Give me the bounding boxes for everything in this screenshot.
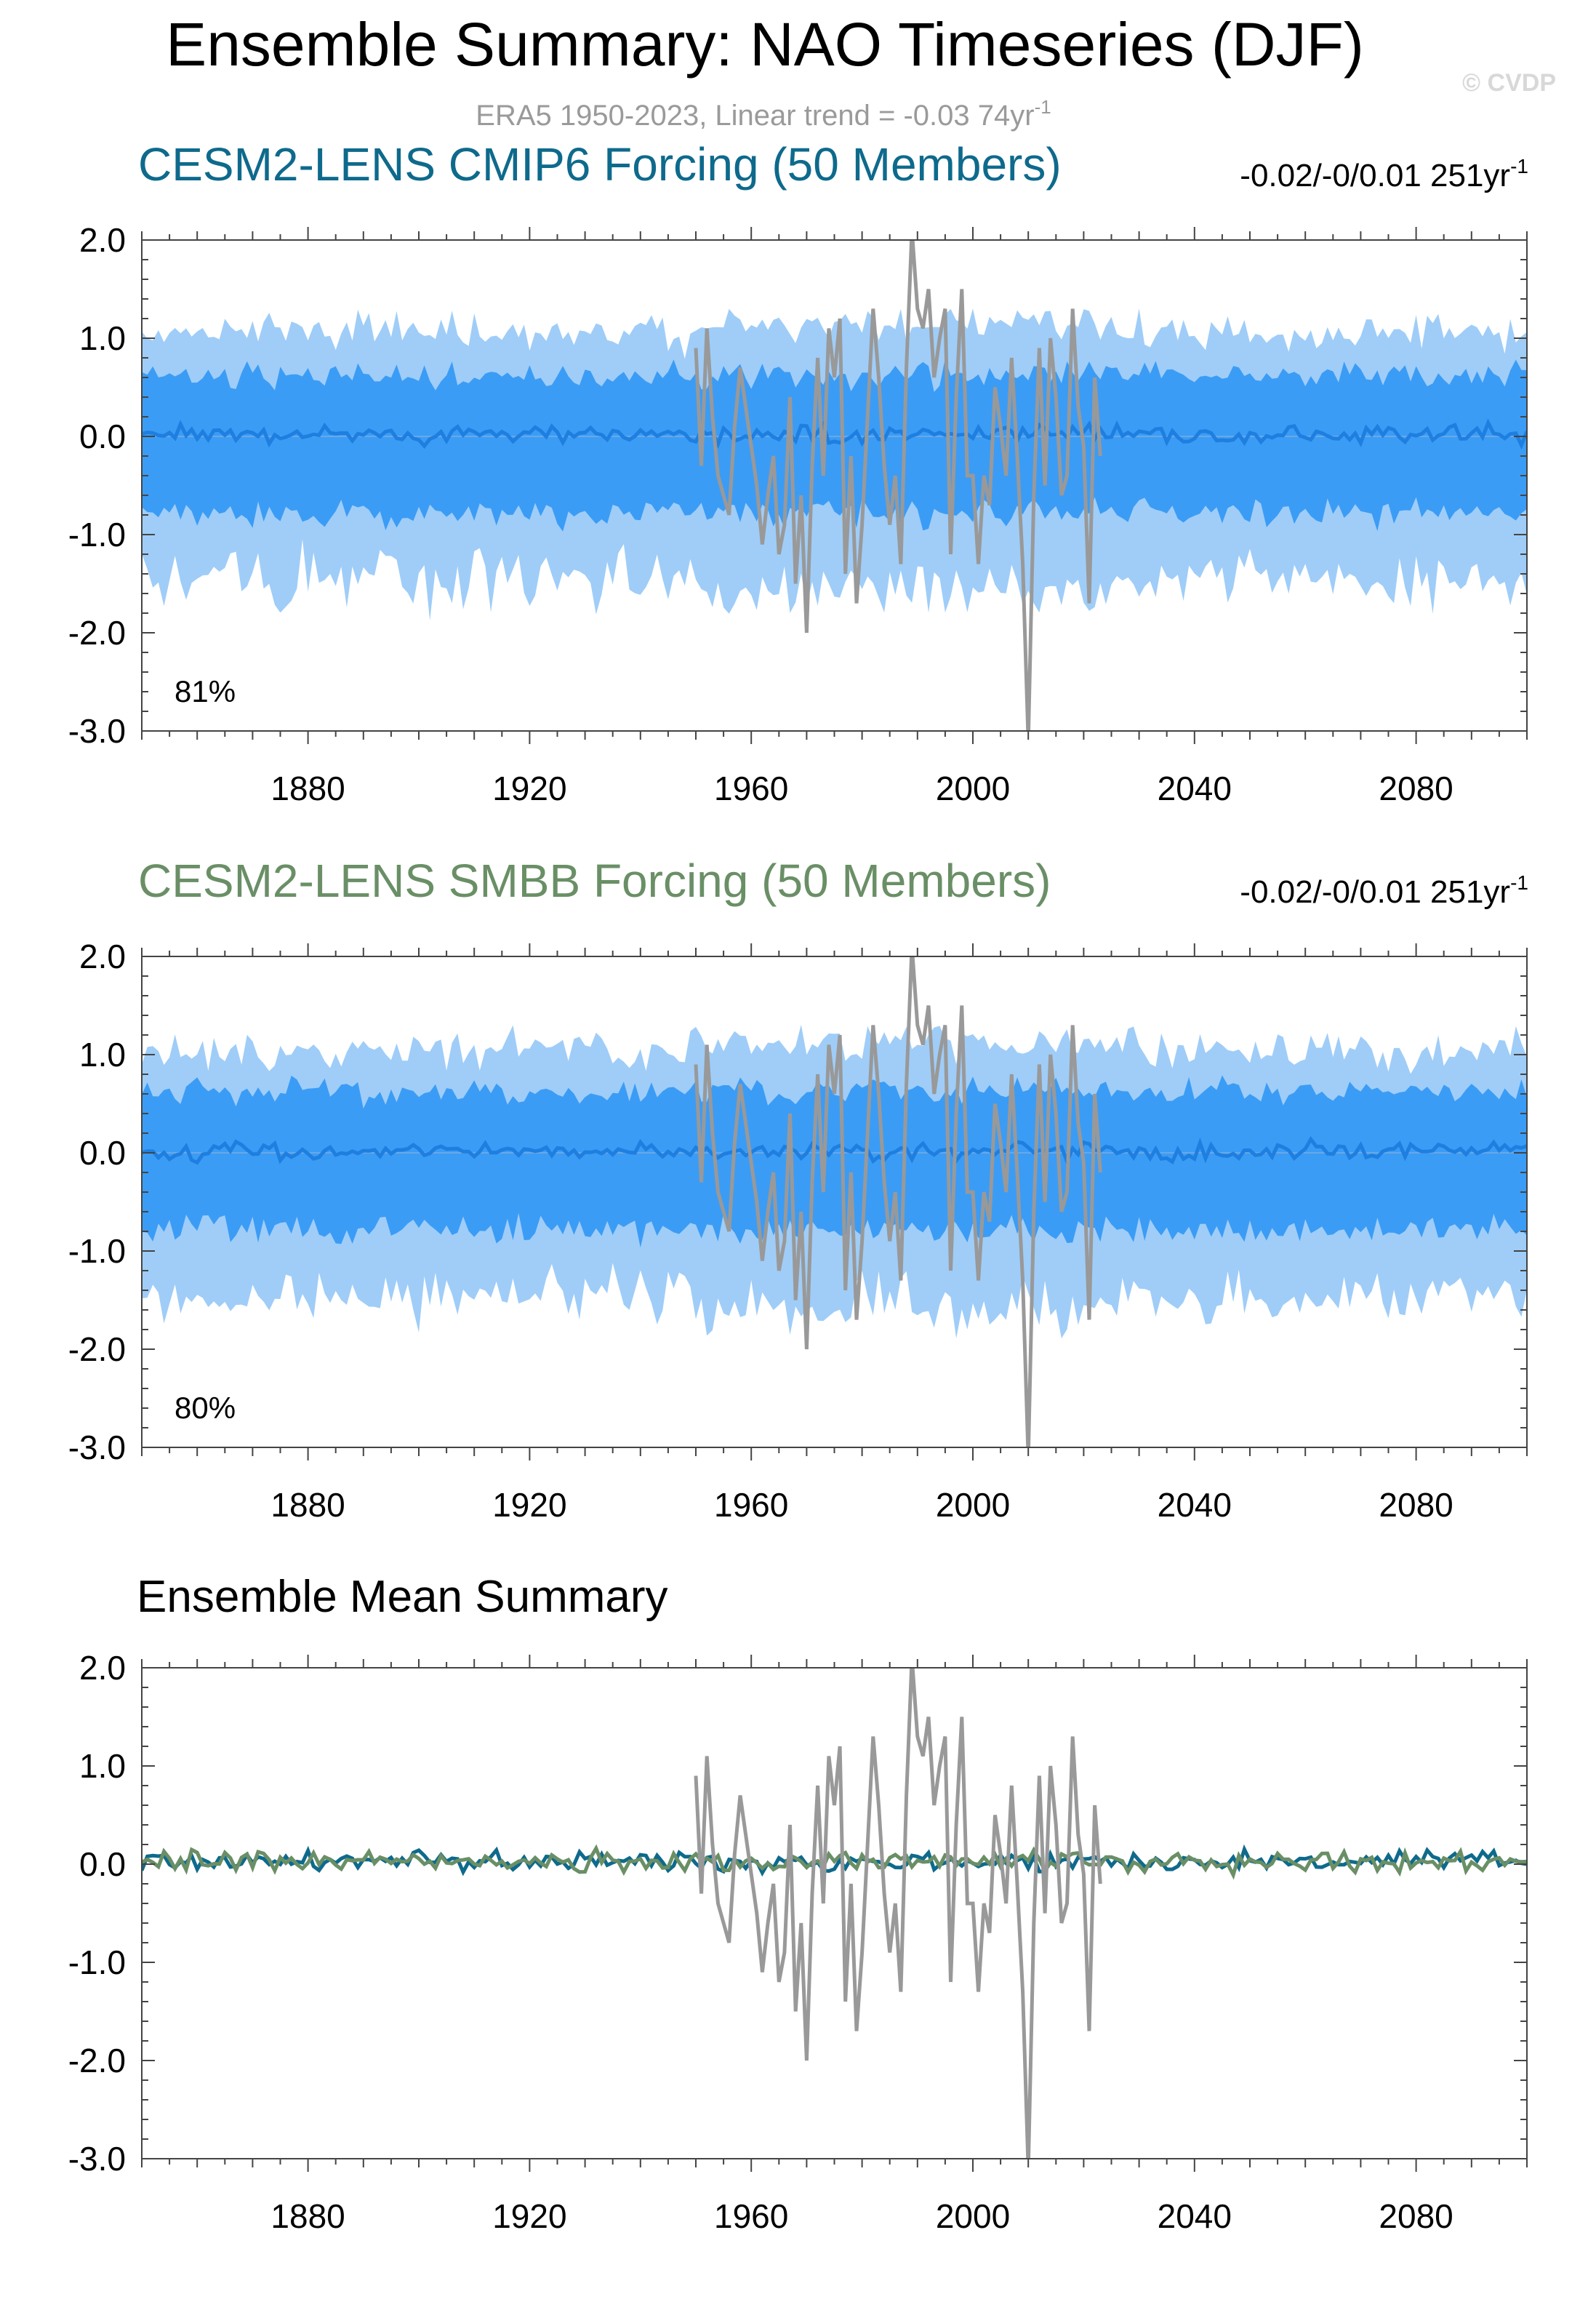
x-tick-label: 2040	[1158, 1486, 1232, 1524]
smbb-mean-line	[142, 1844, 1527, 1880]
x-tick-label: 2000	[936, 770, 1010, 807]
y-tick-label: 2.0	[79, 221, 126, 259]
y-tick-label: 0.0	[79, 417, 126, 455]
x-tick-label: 2000	[936, 2197, 1010, 2235]
watermark: © CVDP	[1462, 69, 1556, 97]
trend-label: -0.02/-0/0.01 251yr-1	[1240, 871, 1528, 910]
x-tick-label: 1960	[714, 770, 788, 807]
plot-frame	[141, 1667, 1528, 2159]
inner-spread-band	[142, 359, 1527, 532]
y-tick-label: -3.0	[68, 2140, 126, 2178]
x-tick-label: 1880	[270, 1486, 345, 1524]
pattern-correlation-label: 81%	[175, 674, 236, 708]
panel-title: Ensemble Mean Summary	[137, 1572, 668, 1622]
chart-panel: Ensemble Mean Summary 2.0 1.0 0.0 -1.0 -2.0 -3…	[68, 1572, 1528, 2235]
trend-label: -0.02/-0/0.01 251yr-1	[1240, 155, 1528, 193]
y-tick-label: -1.0	[68, 1943, 126, 1981]
y-tick-label: -2.0	[68, 1330, 126, 1368]
trend-text: -0.02/-0/0.01 251yr	[1240, 158, 1510, 193]
y-tick-label: 0.0	[79, 1134, 126, 1172]
plot-area	[142, 240, 1527, 731]
panel-title: CESM2-LENS CMIP6 Forcing (50 Members)	[138, 138, 1062, 191]
x-tick-label: 2080	[1379, 2197, 1453, 2235]
x-tick-label: 1960	[714, 1486, 788, 1524]
y-tick-label: -1.0	[68, 516, 126, 553]
x-tick-label: 2040	[1158, 770, 1232, 807]
x-tick-label: 1920	[492, 770, 566, 807]
plot-area	[142, 1668, 1527, 2159]
y-tick-label: -1.0	[68, 1232, 126, 1270]
y-tick-label: 2.0	[79, 938, 126, 975]
trend-exponent: -1	[1510, 871, 1528, 894]
x-tick-label: 2000	[936, 1486, 1010, 1524]
x-tick-label: 1920	[492, 1486, 566, 1524]
pattern-correlation-label: 80%	[175, 1391, 236, 1425]
figure-title: Ensemble Summary: NAO Timeseries (DJF)	[166, 10, 1364, 79]
y-tick-label: -3.0	[68, 1428, 126, 1466]
observed-era5-line	[694, 240, 1102, 731]
x-tick-label: 1880	[270, 2197, 345, 2235]
y-tick-label: 0.0	[79, 1845, 126, 1883]
plot-area	[142, 956, 1527, 1447]
ensemble-mean-line	[142, 418, 1527, 450]
x-tick-label: 2080	[1379, 770, 1453, 807]
inner-spread-band	[142, 1075, 1527, 1248]
y-tick-label: -2.0	[68, 2042, 126, 2079]
observed-era5-line	[694, 1668, 1102, 2159]
trend-text: -0.02/-0/0.01 251yr	[1240, 874, 1510, 910]
figure-subtitle: ERA5 1950-2023, Linear trend = -0.03 74y…	[476, 96, 1051, 132]
x-tick-label: 2080	[1379, 1486, 1453, 1524]
x-tick-label: 2040	[1158, 2197, 1232, 2235]
y-tick-label: -2.0	[68, 614, 126, 652]
y-tick-label: 2.0	[79, 1649, 126, 1687]
chart-panel: CESM2-LENS CMIP6 Forcing (50 Members) -0.…	[68, 138, 1528, 807]
subtitle-text: ERA5 1950-2023, Linear trend = -0.03 74y…	[476, 100, 1034, 132]
chart-panel: CESM2-LENS SMBB Forcing (50 Members) -0.0…	[68, 855, 1528, 1524]
x-tick-label: 1920	[492, 2197, 566, 2235]
panels: CESM2-LENS CMIP6 Forcing (50 Members) -0.…	[68, 138, 1528, 2235]
y-tick-label: 1.0	[79, 1036, 126, 1074]
ensemble-mean-line	[142, 1135, 1527, 1167]
y-tick-label: 1.0	[79, 319, 126, 357]
subtitle-exponent: -1	[1035, 96, 1051, 118]
y-tick-label: 1.0	[79, 1747, 126, 1785]
observed-era5-line	[694, 956, 1102, 1447]
y-tick-label: -3.0	[68, 712, 126, 750]
x-tick-label: 1880	[270, 770, 345, 807]
panel-title: CESM2-LENS SMBB Forcing (50 Members)	[138, 855, 1051, 907]
x-tick-label: 1960	[714, 2197, 788, 2235]
trend-exponent: -1	[1510, 155, 1528, 177]
